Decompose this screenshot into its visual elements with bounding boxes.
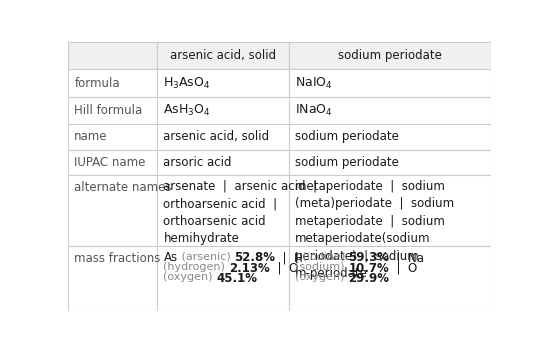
- Text: 29.9%: 29.9%: [348, 272, 389, 285]
- Text: 52.8%: 52.8%: [234, 251, 275, 264]
- Bar: [158, 69, 289, 97]
- Bar: [68, 42, 158, 69]
- Bar: [289, 246, 490, 311]
- Bar: [158, 246, 289, 311]
- Bar: [158, 175, 289, 246]
- Bar: [158, 42, 289, 69]
- Text: metaperiodate  |  sodium
(meta)periodate  |  sodium
metaperiodate  |  sodium
met: metaperiodate | sodium (meta)periodate |…: [295, 180, 455, 280]
- Bar: [289, 42, 490, 69]
- Bar: [289, 97, 490, 124]
- Text: Hill formula: Hill formula: [74, 104, 143, 117]
- Text: |  O: | O: [389, 262, 417, 275]
- Bar: [289, 69, 490, 97]
- Text: arsenate  |  arsenic acid  |
orthoarsenic acid  |
orthoarsenic acid
hemihydrate: arsenate | arsenic acid | orthoarsenic a…: [164, 180, 317, 245]
- Text: |  Na: | Na: [390, 251, 425, 264]
- Text: (iodine): (iodine): [299, 251, 348, 261]
- Text: $\mathregular{INaO_4}$: $\mathregular{INaO_4}$: [295, 103, 333, 118]
- Text: name: name: [74, 131, 108, 143]
- Bar: [68, 97, 158, 124]
- Text: $\mathregular{H_3AsO_4}$: $\mathregular{H_3AsO_4}$: [164, 75, 211, 91]
- Text: (arsenic): (arsenic): [178, 251, 234, 261]
- Text: mass fractions: mass fractions: [74, 252, 161, 265]
- Bar: [158, 124, 289, 150]
- Text: arsoric acid: arsoric acid: [164, 156, 232, 169]
- Text: |  O: | O: [270, 262, 298, 275]
- Text: (oxygen): (oxygen): [164, 272, 216, 282]
- Bar: [289, 150, 490, 175]
- Bar: [68, 69, 158, 97]
- Text: formula: formula: [74, 76, 120, 90]
- Text: sodium periodate: sodium periodate: [295, 156, 399, 169]
- Text: sodium periodate: sodium periodate: [295, 131, 399, 143]
- Text: $\mathregular{AsH_3O_4}$: $\mathregular{AsH_3O_4}$: [164, 103, 211, 118]
- Text: arsenic acid, solid: arsenic acid, solid: [164, 131, 270, 143]
- Text: 45.1%: 45.1%: [216, 272, 257, 285]
- Bar: [289, 124, 490, 150]
- Text: $\mathregular{NaIO_4}$: $\mathregular{NaIO_4}$: [295, 75, 333, 91]
- Bar: [158, 97, 289, 124]
- Bar: [68, 124, 158, 150]
- Text: alternate names: alternate names: [74, 181, 172, 194]
- Text: 2.13%: 2.13%: [229, 262, 270, 275]
- Text: (hydrogen): (hydrogen): [164, 262, 229, 272]
- Text: 10.7%: 10.7%: [348, 262, 389, 275]
- Text: sodium periodate: sodium periodate: [338, 49, 441, 62]
- Text: (sodium): (sodium): [295, 262, 348, 272]
- Text: arsenic acid, solid: arsenic acid, solid: [170, 49, 276, 62]
- Bar: [158, 150, 289, 175]
- Text: |  H: | H: [275, 251, 302, 264]
- Text: (oxygen): (oxygen): [295, 272, 348, 282]
- Text: IUPAC name: IUPAC name: [74, 156, 146, 169]
- Bar: [289, 175, 490, 246]
- Text: I: I: [295, 251, 299, 264]
- Bar: [68, 150, 158, 175]
- Bar: [68, 246, 158, 311]
- Bar: [68, 175, 158, 246]
- Text: 59.3%: 59.3%: [348, 251, 390, 264]
- Text: As: As: [164, 251, 178, 264]
